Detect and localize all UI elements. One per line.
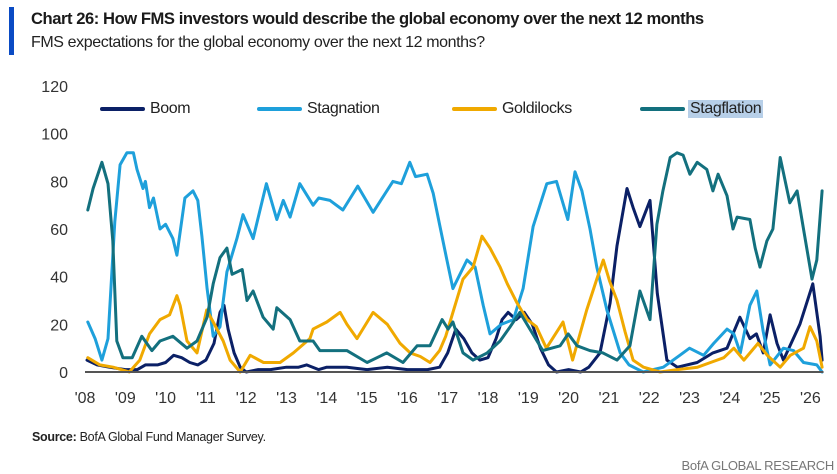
source-note: Source: BofA Global Fund Manager Survey. xyxy=(32,430,266,444)
y-tick-label: 120 xyxy=(41,79,68,96)
x-tick-label: '12 xyxy=(236,390,257,407)
legend-swatch-boom xyxy=(100,107,145,111)
x-tick-label: '10 xyxy=(155,390,176,407)
y-tick-label: 100 xyxy=(41,127,68,144)
x-tick-label: '16 xyxy=(397,390,418,407)
legend-label-stagflation[interactable]: Stagflation xyxy=(688,100,764,118)
y-tick-label: 40 xyxy=(50,270,68,287)
y-tick-label: 0 xyxy=(59,365,68,382)
y-tick-label: 60 xyxy=(50,222,68,239)
legend-item-goldilocks: Goldilocks xyxy=(452,100,574,118)
legend-item-stagflation: Stagflation xyxy=(640,100,764,118)
x-tick-label: '25 xyxy=(760,390,781,407)
x-tick-label: '09 xyxy=(115,390,136,407)
source-label: Source: xyxy=(32,430,77,444)
legend-item-boom: Boom xyxy=(100,100,192,118)
y-tick-label: 80 xyxy=(50,174,68,191)
series-line-stagflation xyxy=(86,151,824,364)
legend-swatch-goldilocks xyxy=(452,107,497,111)
chart-subtitle: FMS expectations for the global economy … xyxy=(31,34,485,51)
x-tick-label: '21 xyxy=(598,390,619,407)
x-tick-label: '11 xyxy=(196,390,216,407)
legend-item-stagnation: Stagnation xyxy=(257,100,382,118)
y-tick-label: 20 xyxy=(50,317,68,334)
series-line-stagnation xyxy=(86,151,824,374)
title-accent-bar xyxy=(9,7,14,55)
x-tick-label: '13 xyxy=(276,390,297,407)
chart-title: Chart 26: How FMS investors would descri… xyxy=(31,9,704,28)
legend-swatch-stagnation xyxy=(257,107,302,111)
x-tick-label: '20 xyxy=(558,390,579,407)
legend-swatch-stagflation xyxy=(640,107,685,111)
x-tick-label: '18 xyxy=(478,390,499,407)
x-tick-label: '08 xyxy=(75,390,96,407)
x-tick-label: '14 xyxy=(316,390,337,407)
legend-label-boom: Boom xyxy=(150,100,191,117)
source-text: BofA Global Fund Manager Survey. xyxy=(76,430,266,444)
brand-label: BofA GLOBAL RESEARCH xyxy=(681,458,835,473)
x-tick-label: '24 xyxy=(719,390,740,407)
x-tick-label: '26 xyxy=(800,390,821,407)
series-line-goldilocks xyxy=(86,234,824,374)
x-tick-label: '22 xyxy=(639,390,660,407)
x-tick-label: '23 xyxy=(679,390,700,407)
x-tick-label: '17 xyxy=(437,390,458,407)
x-tick-label: '19 xyxy=(518,390,539,407)
x-tick-label: '15 xyxy=(357,390,378,407)
legend-label-goldilocks: Goldilocks xyxy=(502,100,572,117)
legend-label-stagnation: Stagnation xyxy=(307,100,380,117)
series-line-boom xyxy=(85,187,824,374)
